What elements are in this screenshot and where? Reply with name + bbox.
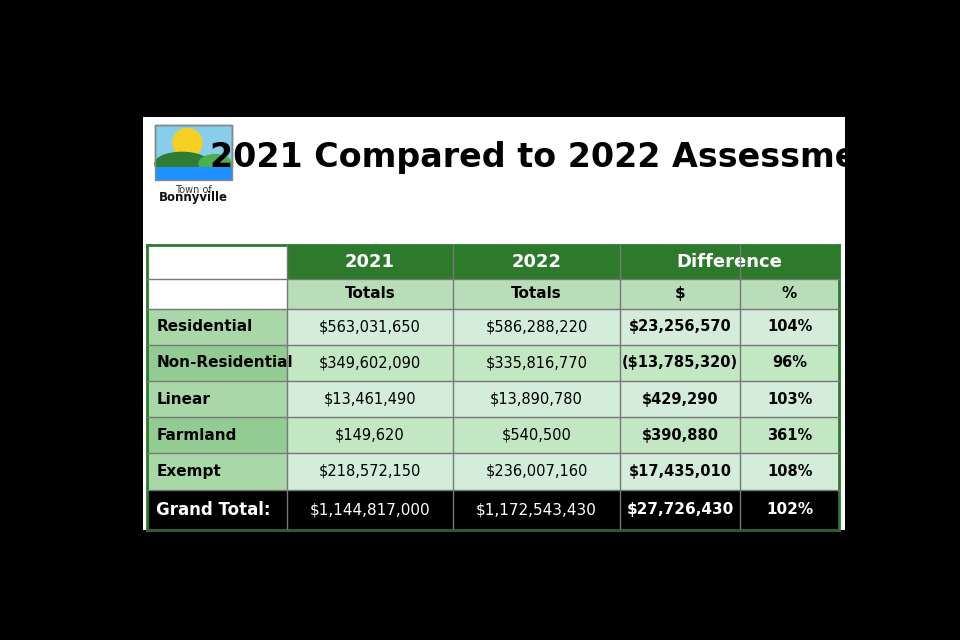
Text: Bonnyville: Bonnyville xyxy=(159,191,228,204)
Text: Totals: Totals xyxy=(511,287,562,301)
Bar xyxy=(620,279,740,308)
Text: $1,172,543,430: $1,172,543,430 xyxy=(476,502,597,517)
Bar xyxy=(287,453,453,490)
Bar xyxy=(287,417,453,453)
Text: $13,890,780: $13,890,780 xyxy=(491,392,583,406)
Text: $: $ xyxy=(675,287,685,301)
Bar xyxy=(147,490,287,529)
Text: 103%: 103% xyxy=(767,392,812,406)
Text: $149,620: $149,620 xyxy=(335,428,405,443)
Bar xyxy=(287,345,453,381)
Ellipse shape xyxy=(155,152,209,175)
Bar xyxy=(147,244,287,279)
Bar xyxy=(453,490,620,529)
Bar xyxy=(740,308,839,345)
Text: $27,726,430: $27,726,430 xyxy=(626,502,733,517)
Text: Farmland: Farmland xyxy=(156,428,237,443)
Bar xyxy=(147,453,287,490)
Text: $390,880: $390,880 xyxy=(641,428,718,443)
Bar xyxy=(155,167,232,180)
Text: 104%: 104% xyxy=(767,319,812,334)
Text: $236,007,160: $236,007,160 xyxy=(486,464,588,479)
Text: $17,435,010: $17,435,010 xyxy=(629,464,732,479)
Text: $13,461,490: $13,461,490 xyxy=(324,392,417,406)
Text: 2022: 2022 xyxy=(512,253,562,271)
Bar xyxy=(453,417,620,453)
Text: $1,144,817,000: $1,144,817,000 xyxy=(310,502,430,517)
Bar xyxy=(147,345,287,381)
Bar xyxy=(287,490,453,529)
Bar xyxy=(620,490,740,529)
Text: %: % xyxy=(782,287,797,301)
Bar xyxy=(155,125,232,180)
Bar xyxy=(453,308,620,345)
Text: $349,602,090: $349,602,090 xyxy=(319,355,421,371)
Text: Non-Residential: Non-Residential xyxy=(156,355,293,371)
Bar xyxy=(147,381,287,417)
Bar xyxy=(740,381,839,417)
Text: 2021: 2021 xyxy=(345,253,395,271)
Text: $540,500: $540,500 xyxy=(502,428,571,443)
Bar xyxy=(453,279,620,308)
Bar xyxy=(147,279,287,308)
Bar xyxy=(620,417,740,453)
Bar xyxy=(620,308,740,345)
Text: 2021 Compared to 2022 Assessment: 2021 Compared to 2022 Assessment xyxy=(210,141,898,174)
Text: Difference: Difference xyxy=(677,253,782,271)
Text: Town of: Town of xyxy=(176,185,212,195)
Text: Grand Total:: Grand Total: xyxy=(156,500,271,518)
Bar xyxy=(620,453,740,490)
Text: 96%: 96% xyxy=(772,355,807,371)
Text: 108%: 108% xyxy=(767,464,812,479)
Text: $429,290: $429,290 xyxy=(641,392,718,406)
Bar xyxy=(740,345,839,381)
Bar xyxy=(287,308,453,345)
Bar xyxy=(620,381,740,417)
Bar xyxy=(740,453,839,490)
Text: $563,031,650: $563,031,650 xyxy=(319,319,420,334)
Ellipse shape xyxy=(199,155,231,173)
Bar xyxy=(143,117,845,529)
Text: $218,572,150: $218,572,150 xyxy=(319,464,421,479)
Bar xyxy=(287,244,839,279)
Bar xyxy=(147,417,287,453)
Bar xyxy=(287,381,453,417)
Text: Exempt: Exempt xyxy=(156,464,221,479)
Bar xyxy=(620,345,740,381)
Text: 361%: 361% xyxy=(767,428,812,443)
Bar xyxy=(453,453,620,490)
Bar xyxy=(453,345,620,381)
Text: $335,816,770: $335,816,770 xyxy=(486,355,588,371)
Bar xyxy=(287,279,453,308)
Text: $586,288,220: $586,288,220 xyxy=(486,319,588,334)
Text: Residential: Residential xyxy=(156,319,252,334)
Text: Linear: Linear xyxy=(156,392,210,406)
Text: 102%: 102% xyxy=(766,502,813,517)
Bar xyxy=(155,125,232,167)
Text: Totals: Totals xyxy=(345,287,396,301)
Text: $23,256,570: $23,256,570 xyxy=(629,319,732,334)
Bar xyxy=(740,417,839,453)
Text: ($13,785,320): ($13,785,320) xyxy=(622,355,738,371)
Circle shape xyxy=(173,129,202,157)
Bar xyxy=(147,308,287,345)
Bar xyxy=(740,490,839,529)
Bar xyxy=(740,279,839,308)
Bar xyxy=(453,381,620,417)
